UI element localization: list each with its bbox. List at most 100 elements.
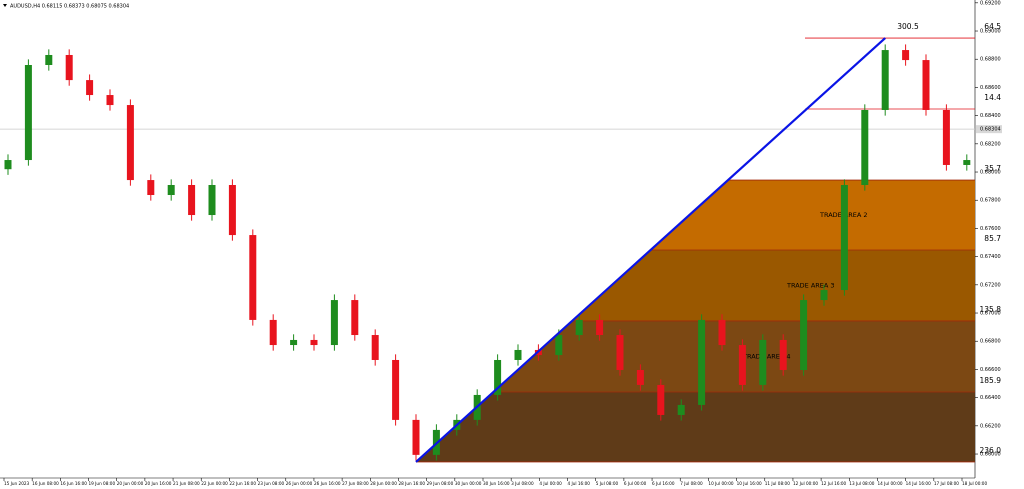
x-tick-label: 30 Jun 00:00 bbox=[455, 481, 482, 486]
x-tick-label: 12 Jul 16:00 bbox=[821, 481, 846, 486]
y-tick-label: 0.68200 bbox=[980, 141, 1001, 147]
candle-body bbox=[575, 319, 583, 336]
candle-body bbox=[290, 339, 298, 346]
x-tick-label: 26 Jun 00:00 bbox=[286, 481, 313, 486]
x-tick-label: 22 Jun 16:00 bbox=[229, 481, 256, 486]
x-tick-label: 6 Jul 00:00 bbox=[624, 481, 647, 486]
x-tick-label: 16 Jun 16:00 bbox=[60, 481, 87, 486]
x-tick-label: 21 Jun 08:00 bbox=[173, 481, 200, 486]
trade-zone-label: TRADE AREA 3 bbox=[786, 281, 835, 289]
candle-body bbox=[45, 54, 53, 66]
y-tick-label: 0.66800 bbox=[980, 339, 1001, 345]
y-tick-label: 0.67000 bbox=[980, 311, 1001, 317]
y-tick-label: 0.67400 bbox=[980, 254, 1001, 260]
x-tick-label: 4 Jul 16:00 bbox=[568, 481, 591, 486]
x-tick-label: 14 Jul 00:00 bbox=[877, 481, 902, 486]
y-tick-label: 0.66200 bbox=[980, 423, 1001, 429]
trendline bbox=[415, 37, 886, 463]
x-tick-label: 22 Jun 00:00 bbox=[201, 481, 228, 486]
trade-zone bbox=[650, 180, 975, 250]
x-tick-label: 18 Jul 00:00 bbox=[962, 481, 987, 486]
candle-body bbox=[351, 300, 359, 336]
candle-body bbox=[330, 300, 338, 346]
candle-body bbox=[392, 359, 400, 420]
candle-body bbox=[249, 235, 257, 320]
candle-body bbox=[167, 184, 175, 196]
x-tick-label: 19 Jun 08:00 bbox=[89, 481, 116, 486]
candle-body bbox=[800, 300, 808, 370]
candle-body bbox=[840, 184, 848, 291]
candle-body bbox=[269, 319, 277, 346]
candle-body bbox=[902, 50, 910, 61]
level-label: 14.4 bbox=[984, 93, 1001, 102]
candle-body bbox=[820, 290, 828, 301]
x-tick-label: 13 Jul 08:00 bbox=[849, 481, 874, 486]
candle-body bbox=[514, 349, 522, 360]
candle-body bbox=[881, 50, 889, 110]
candle-body bbox=[106, 95, 114, 106]
x-tick-label: 7 Jul 08:00 bbox=[680, 481, 703, 486]
level-label: 85.7 bbox=[984, 234, 1001, 243]
y-tick-label: 0.66000 bbox=[980, 452, 1001, 458]
y-tick-label: 0.67600 bbox=[980, 226, 1001, 232]
x-tick-label: 30 Jun 16:00 bbox=[483, 481, 510, 486]
y-tick-label: 0.66600 bbox=[980, 367, 1001, 373]
x-tick-label: 6 Jul 16:00 bbox=[652, 481, 675, 486]
candle-body bbox=[942, 109, 950, 165]
candle-body bbox=[963, 160, 971, 165]
candle-body bbox=[779, 339, 787, 370]
candle-body bbox=[596, 319, 604, 336]
x-tick-label: 16 Jun 08:00 bbox=[32, 481, 59, 486]
level-label: 135.8 bbox=[980, 305, 1002, 314]
y-tick-label: 0.69200 bbox=[980, 0, 1001, 6]
x-tick-label: 5 Jul 08:00 bbox=[596, 481, 619, 486]
candle-body bbox=[208, 184, 216, 216]
x-tick-label: 17 Jul 08:00 bbox=[934, 481, 959, 486]
candle-body bbox=[759, 339, 767, 385]
level-label: 35.7 bbox=[984, 164, 1001, 173]
symbol-arrow bbox=[3, 4, 7, 7]
y-tick-label: 0.67800 bbox=[980, 198, 1001, 204]
x-tick-label: 4 Jul 00:00 bbox=[539, 481, 562, 486]
candle-body bbox=[677, 404, 685, 415]
trade-zone bbox=[493, 320, 975, 392]
y-tick-label: 0.68800 bbox=[980, 57, 1001, 63]
level-label: 185.9 bbox=[980, 376, 1002, 385]
candle-body bbox=[861, 109, 869, 185]
x-tick-label: 15 Jun 2023 bbox=[4, 481, 30, 486]
candle-body bbox=[616, 335, 624, 370]
candle-body bbox=[24, 65, 32, 161]
y-tick-label: 0.66400 bbox=[980, 395, 1001, 401]
x-tick-label: 29 Jun 08:00 bbox=[427, 481, 454, 486]
level-label: 236.0 bbox=[980, 446, 1002, 455]
y-tick-label: 0.67200 bbox=[980, 282, 1001, 288]
x-tick-label: 14 Jul 16:00 bbox=[906, 481, 931, 486]
x-tick-label: 10 Jul 00:00 bbox=[708, 481, 733, 486]
x-tick-label: 27 Jun 08:00 bbox=[342, 481, 369, 486]
candle-body bbox=[371, 335, 379, 360]
candle-body bbox=[657, 384, 665, 415]
candle-body bbox=[86, 80, 94, 96]
x-tick-label: 12 Jul 00:00 bbox=[793, 481, 818, 486]
y-tick-label: 0.68000 bbox=[980, 170, 1001, 176]
candle-body bbox=[188, 184, 196, 216]
candle-body bbox=[412, 419, 420, 455]
x-tick-label: 10 Jul 16:00 bbox=[737, 481, 762, 486]
symbol-header: AUDUSD,H4 0.68115 0.68373 0.68075 0.6830… bbox=[10, 4, 129, 10]
candle-body bbox=[65, 54, 73, 81]
x-tick-label: 20 Jun 16:00 bbox=[145, 481, 172, 486]
candle-body bbox=[4, 160, 12, 170]
candle-body bbox=[738, 345, 746, 385]
x-tick-label: 28 Jun 16:00 bbox=[398, 481, 425, 486]
candle-body bbox=[126, 105, 134, 181]
candle-body bbox=[698, 319, 706, 405]
candle-body bbox=[310, 339, 318, 346]
candle-body bbox=[147, 180, 155, 196]
x-tick-label: 3 Jul 08:00 bbox=[511, 481, 534, 486]
candle-body bbox=[494, 359, 502, 395]
x-tick-label: 20 Jun 00:00 bbox=[117, 481, 144, 486]
y-tick-label: 0.69000 bbox=[980, 29, 1001, 35]
candle-body bbox=[555, 335, 563, 356]
level-label: 64.5 bbox=[984, 22, 1001, 31]
